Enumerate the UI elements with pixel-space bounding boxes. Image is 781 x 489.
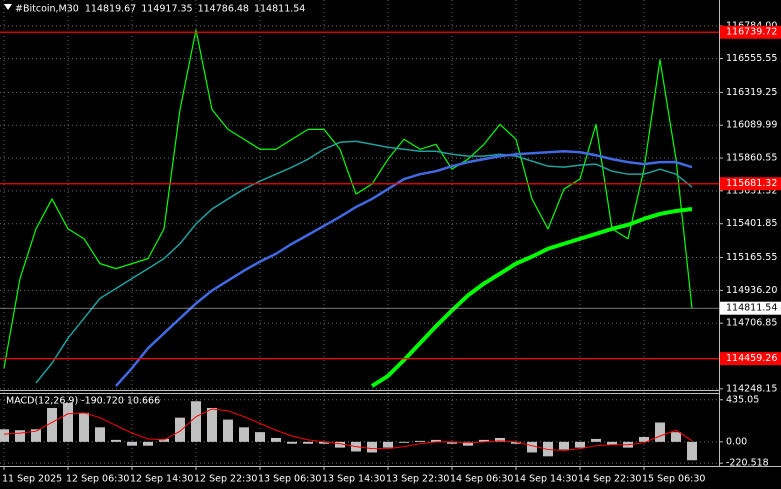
macd-bar [591,438,601,442]
y-tick-label: 116555.55 [726,53,777,64]
macd-bar [31,429,41,442]
price-line [370,206,693,388]
x-tick-label: 12 Sep 06:30 [66,474,129,485]
macd-bar [127,441,137,446]
macd-bar [495,437,505,442]
y-tick-label: 115401.85 [726,218,777,229]
price-line [35,140,693,384]
y-tick-label: 435.05 [726,394,759,405]
labels-layer: 116784.00116555.55116319.25116089.991158… [2,4,781,485]
macd-bar [399,441,409,443]
macd-bar [223,419,233,442]
macd-bar [95,427,105,442]
macd-bar [431,439,441,442]
ohlc-value: 114917.35 [141,4,192,15]
y-tick-label: 0.00 [726,436,747,447]
signal-line [3,408,693,452]
level-label: 114459.26 [726,353,777,364]
menu-arrow[interactable] [4,4,12,10]
macd-bar [143,441,153,446]
macd-bar [111,439,121,442]
x-tick-label: 14 Sep 06:30 [450,474,513,485]
y-tick-label: 115860.55 [726,153,777,164]
macd-bar [207,407,217,442]
x-tick-label: 12 Sep 22:30 [194,474,257,485]
y-tick-label: 114706.85 [726,318,777,329]
macd-bar [655,422,665,442]
level-label-box [720,25,781,39]
macd-bar [303,441,313,444]
x-tick-label: 14 Sep 14:30 [514,474,577,485]
macd-bar [319,441,329,444]
level-label-box [720,177,781,191]
marks-layer [0,29,719,461]
macd-bar [175,417,185,442]
macd-bar [367,441,377,453]
x-tick-label: 11 Sep 2025 [2,474,62,485]
x-tick-label: 12 Sep 14:30 [130,474,193,485]
level-label: 115681.32 [726,178,777,189]
macd-bar [639,436,649,442]
macd-bar [671,432,681,442]
x-tick-label: 13 Sep 22:30 [386,474,449,485]
ohlc-value: 114811.54 [254,4,305,15]
macd-bar [255,432,265,442]
ohlc-value: 114819.67 [85,4,136,15]
level-label-box [720,352,781,366]
y-tick-label: 116089.99 [726,120,777,131]
macd-bar [527,441,537,453]
y-tick-label: -220.518 [726,458,769,469]
grid-layer [0,0,723,466]
price-line [3,29,693,369]
y-tick-label: 114936.20 [726,285,777,296]
macd-bar [559,441,569,450]
price-line [115,150,693,387]
macd-bar [15,430,25,442]
ohlc-value: 114786.48 [198,4,249,15]
macd-bar [479,439,489,442]
macd-bar [463,441,473,446]
y-tick-label: 115165.55 [726,252,777,263]
y-tick-label: 115631.32 [726,185,777,196]
macd-bar [447,441,457,444]
current-price-box [720,301,781,315]
y-tick-label: 114248.15 [726,383,777,394]
x-tick-label: 14 Sep 22:30 [578,474,641,485]
x-tick-label: 15 Sep 06:30 [642,474,705,485]
y-tick-label: 116319.25 [726,87,777,98]
macd-bar [687,441,697,461]
macd-bar [575,441,585,448]
macd-bar [0,429,9,442]
indicator-title: MACD(12,26,9) -190.720 10.666 [6,396,160,407]
macd-bar [607,441,617,445]
macd-bar [63,403,73,442]
macd-bar [511,441,521,444]
x-tick-label: 13 Sep 14:30 [322,474,385,485]
level-label: 116739.72 [726,27,777,38]
macd-bar [287,441,297,444]
macd-bar [47,407,57,442]
macd-bar [335,441,345,448]
macd-bar [271,437,281,442]
chart-title: #Bitcoin,M30 [15,4,79,15]
macd-bar [79,412,89,442]
current-price-label: 114811.54 [726,303,777,314]
macd-bar [415,440,425,442]
macd-bar [191,401,201,442]
x-tick-label: 13 Sep 06:30 [258,474,321,485]
macd-bar [383,441,393,448]
macd-bar [239,427,249,442]
